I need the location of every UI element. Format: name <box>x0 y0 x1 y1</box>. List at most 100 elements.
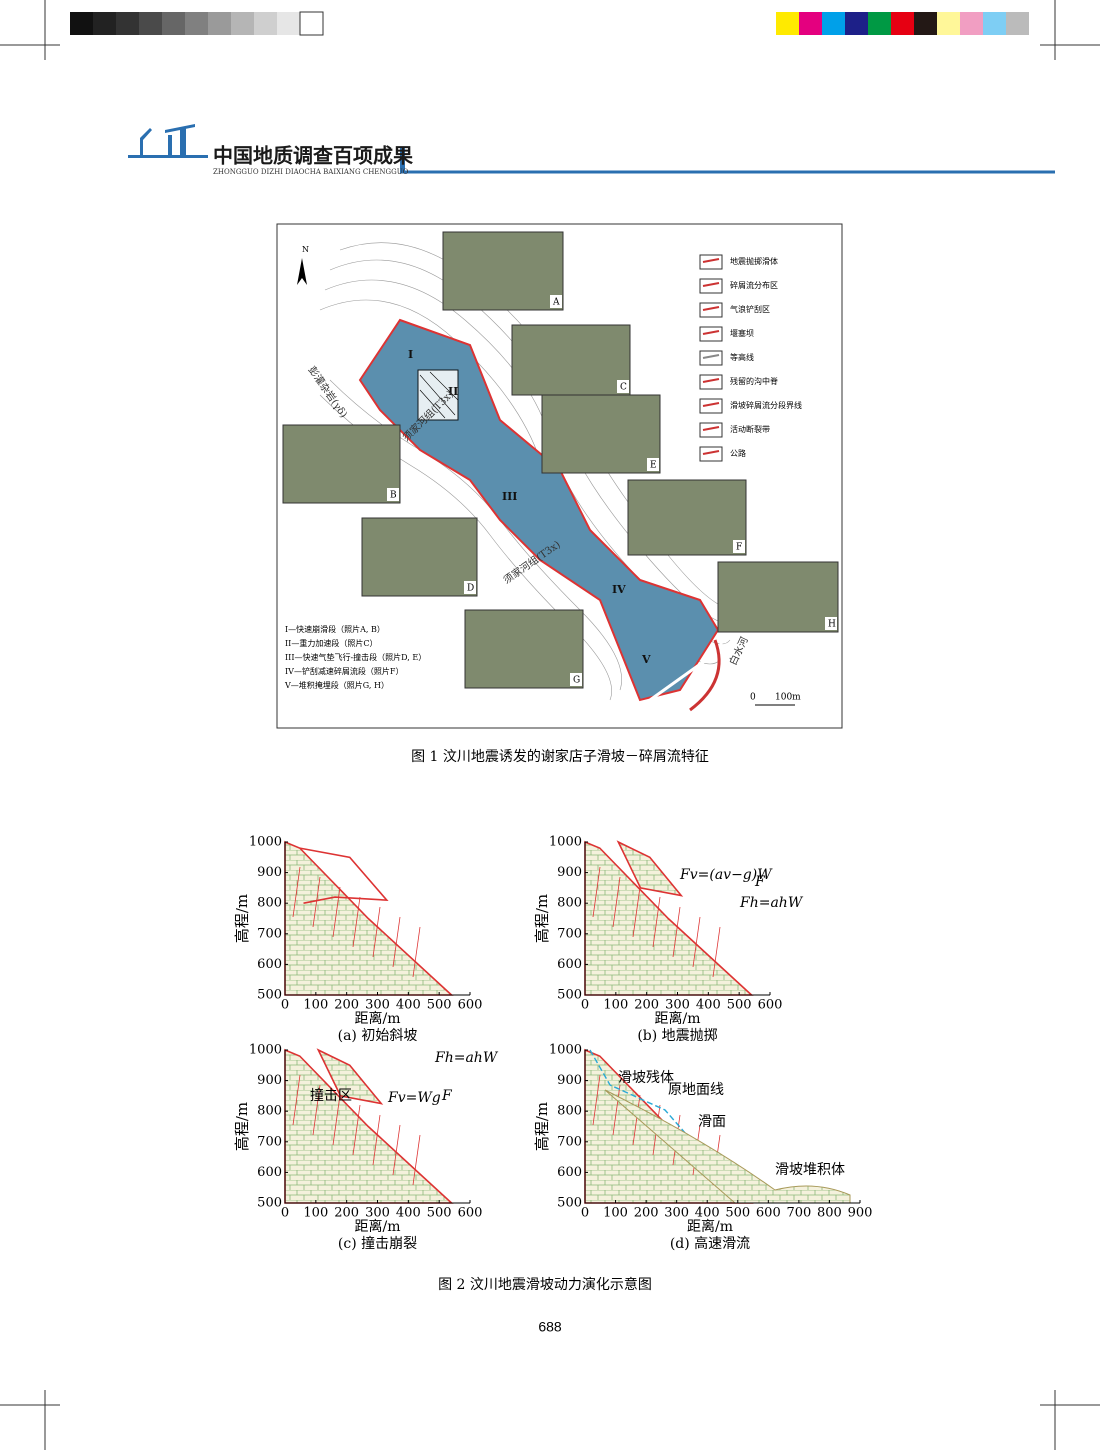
legend-label: 地震抛掷滑体 <box>730 256 778 266</box>
fracture <box>392 916 401 968</box>
fracture <box>352 1104 361 1156</box>
scale-label: 0 <box>750 693 756 703</box>
north-label: N <box>302 245 309 254</box>
legend-label: 堰塞坝 <box>730 328 754 338</box>
x-tick-label: 600 <box>756 1206 781 1221</box>
fracture <box>592 866 601 918</box>
legend-symbol <box>702 306 720 311</box>
x-tick-label: 100 <box>303 998 328 1013</box>
x-tick-label: 700 <box>786 1206 811 1221</box>
photo-label: H <box>828 620 836 630</box>
y-tick-label: 700 <box>257 1134 282 1149</box>
x-tick-label: 400 <box>396 998 421 1013</box>
note: I—快速崩滑段（照片A, B） <box>285 624 385 634</box>
legend-symbol <box>702 402 720 407</box>
slope-body <box>284 840 454 996</box>
y-tick-label: 500 <box>557 1196 582 1211</box>
zone-label: II <box>448 385 458 398</box>
x-tick-label: 200 <box>634 1206 659 1221</box>
note: III—快速气垫飞行-撞击段（照片D, E） <box>285 652 426 662</box>
fracture <box>372 1114 381 1166</box>
fracture <box>652 896 661 948</box>
slide-block <box>616 840 684 897</box>
fracture <box>592 1074 601 1126</box>
y-tick-label: 700 <box>257 926 282 941</box>
legend-symbol <box>702 426 720 431</box>
annotation: 滑面 <box>698 1113 726 1130</box>
fracture <box>412 926 421 978</box>
x-axis-label: 距离/m <box>355 1010 401 1027</box>
legend: 地震抛掷滑体碎屑流分布区气浪铲刮区堰塞坝等高线残留的沟中脊滑坡碎屑流分段界线活动… <box>699 254 802 462</box>
legend-symbol <box>702 354 720 359</box>
y-axis-label: 高程/m <box>233 894 251 943</box>
y-tick-label: 1000 <box>549 835 582 850</box>
fracture <box>712 926 721 978</box>
y-tick-label: 800 <box>257 896 282 911</box>
annotation: F <box>754 874 766 890</box>
panel-caption: (d) 高速滑流 <box>670 1235 750 1252</box>
photo-label: D <box>467 584 474 594</box>
y-tick-label: 500 <box>257 1196 282 1211</box>
zone-label: IV <box>612 583 626 596</box>
fracture <box>392 1124 401 1176</box>
y-axis-label: 高程/m <box>533 1102 551 1151</box>
fracture <box>332 886 341 938</box>
x-tick-label: 300 <box>665 998 690 1013</box>
y-tick-label: 800 <box>257 1104 282 1119</box>
photo-label: A <box>552 298 560 308</box>
x-tick-label: 400 <box>695 1206 720 1221</box>
x-tick-label: 200 <box>334 1206 359 1221</box>
legend-symbol <box>702 282 720 287</box>
fracture <box>632 886 641 938</box>
x-tick-label: 200 <box>334 998 359 1013</box>
legend-symbol <box>702 450 720 455</box>
slope-body <box>284 1048 454 1204</box>
zone-label: I <box>408 348 413 361</box>
zone-label: III <box>502 490 517 503</box>
legend-symbol <box>702 330 720 335</box>
y-tick-label: 1000 <box>549 1043 582 1058</box>
x-tick-label: 600 <box>458 1206 483 1221</box>
y-tick-label: 1000 <box>249 1043 282 1058</box>
fracture <box>292 1074 301 1126</box>
x-axis-label: 距离/m <box>355 1218 401 1235</box>
figure2: 0 100 200 300 400 500 6005006007008009001000距离… <box>233 835 872 1253</box>
fracture <box>312 1084 321 1136</box>
x-axis-label: 距离/m <box>687 1218 733 1235</box>
fracture <box>632 1094 641 1146</box>
panel-caption: (a) 初始斜坡 <box>338 1027 418 1044</box>
photos <box>282 231 839 689</box>
y-tick-label: 500 <box>257 988 282 1003</box>
x-tick-label: 900 <box>848 1206 873 1221</box>
y-tick-label: 600 <box>557 957 582 972</box>
y-tick-label: 500 <box>557 988 582 1003</box>
scale-label: 100m <box>775 693 801 703</box>
slide-block <box>299 847 389 904</box>
panel-caption: (b) 地震抛掷 <box>637 1028 717 1044</box>
photo-label: G <box>573 676 580 686</box>
y-tick-label: 800 <box>557 896 582 911</box>
y-tick-label: 700 <box>557 926 582 941</box>
slope-body <box>584 840 754 996</box>
fracture <box>692 916 701 968</box>
y-tick-label: 900 <box>257 865 282 880</box>
annotation: Fh=ahW <box>434 1050 499 1066</box>
legend-symbol <box>702 258 720 263</box>
panel-caption: (c) 撞击崩裂 <box>338 1236 417 1252</box>
annotation: 原地面线 <box>668 1082 724 1098</box>
y-tick-label: 900 <box>557 865 582 880</box>
fracture <box>672 906 681 958</box>
x-tick-label: 300 <box>664 1206 689 1221</box>
x-tick-label: 100 <box>303 1206 328 1221</box>
north-arrow <box>297 258 307 285</box>
y-axis-label: 高程/m <box>233 1102 251 1151</box>
x-tick-label: 100 <box>603 1206 628 1221</box>
annotation: Fv=(av−g)W <box>679 867 773 883</box>
header-subtitle: ZHONGGUO DIZHI DIAOCHA BAIXIANG CHENGGUO <box>213 168 409 176</box>
header-logo <box>128 124 405 172</box>
legend-label: 滑坡碎屑流分段界线 <box>730 400 802 410</box>
photo-label: F <box>736 543 742 553</box>
